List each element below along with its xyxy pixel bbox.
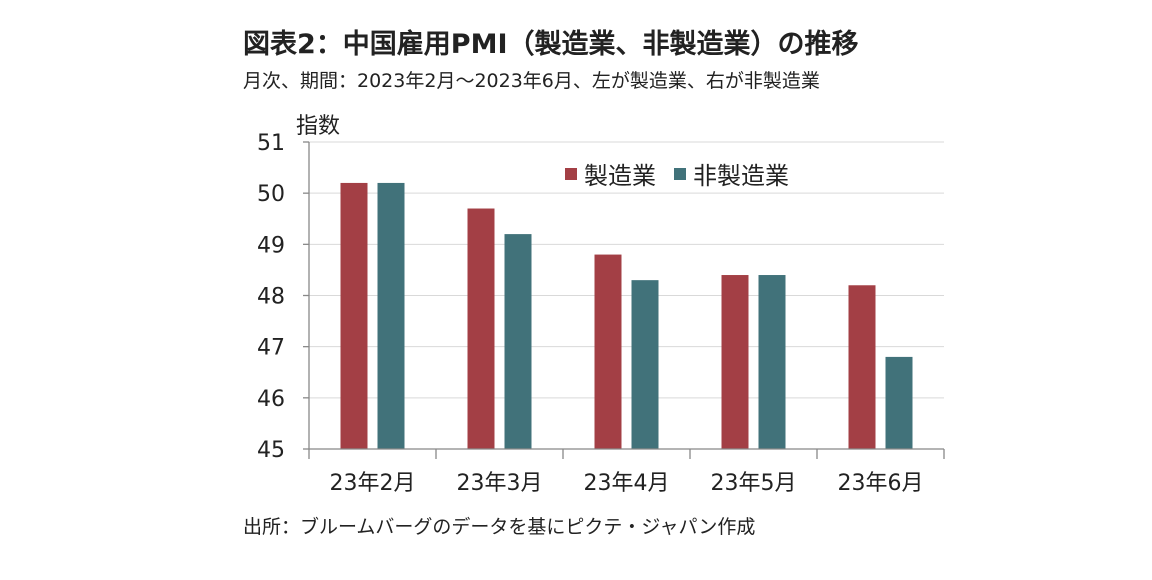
bar-non-manufacturing <box>377 182 405 449</box>
legend-label: 製造業 <box>584 162 656 190</box>
y-axis-label: 指数 <box>296 114 340 139</box>
bar-non-manufacturing <box>758 275 786 449</box>
chart-title: 図表2：中国雇用PMI（製造業、非製造業）の推移 <box>243 29 859 60</box>
bar-manufacturing <box>848 285 876 449</box>
y-tick-label: 45 <box>257 438 285 463</box>
source-note: 出所：ブルームバーグのデータを基にピクテ・ジャパン作成 <box>243 516 756 538</box>
bar-non-manufacturing <box>885 356 913 449</box>
legend-swatch <box>674 168 686 180</box>
y-tick-label: 47 <box>257 336 285 361</box>
bar-manufacturing <box>340 182 368 449</box>
y-tick-label: 50 <box>257 182 285 207</box>
y-tick-label: 48 <box>257 285 285 310</box>
x-tick-label: 23年3月 <box>457 471 543 496</box>
bar-manufacturing <box>467 208 495 449</box>
legend-label: 非製造業 <box>693 162 789 190</box>
bar-manufacturing <box>594 254 622 449</box>
bar-non-manufacturing <box>631 280 659 449</box>
x-tick-label: 23年2月 <box>330 471 416 496</box>
x-tick-label: 23年4月 <box>584 471 670 496</box>
chart-subtitle: 月次、期間：2023年2月～2023年6月、左が製造業、右が非製造業 <box>243 70 820 92</box>
bar-non-manufacturing <box>504 234 532 449</box>
y-tick-label: 49 <box>257 233 285 258</box>
y-tick-label: 46 <box>257 387 285 412</box>
bar-manufacturing <box>721 275 749 449</box>
y-tick-label: 51 <box>257 131 285 156</box>
x-tick-label: 23年5月 <box>711 471 797 496</box>
x-tick-label: 23年6月 <box>838 471 924 496</box>
legend-swatch <box>565 168 577 180</box>
